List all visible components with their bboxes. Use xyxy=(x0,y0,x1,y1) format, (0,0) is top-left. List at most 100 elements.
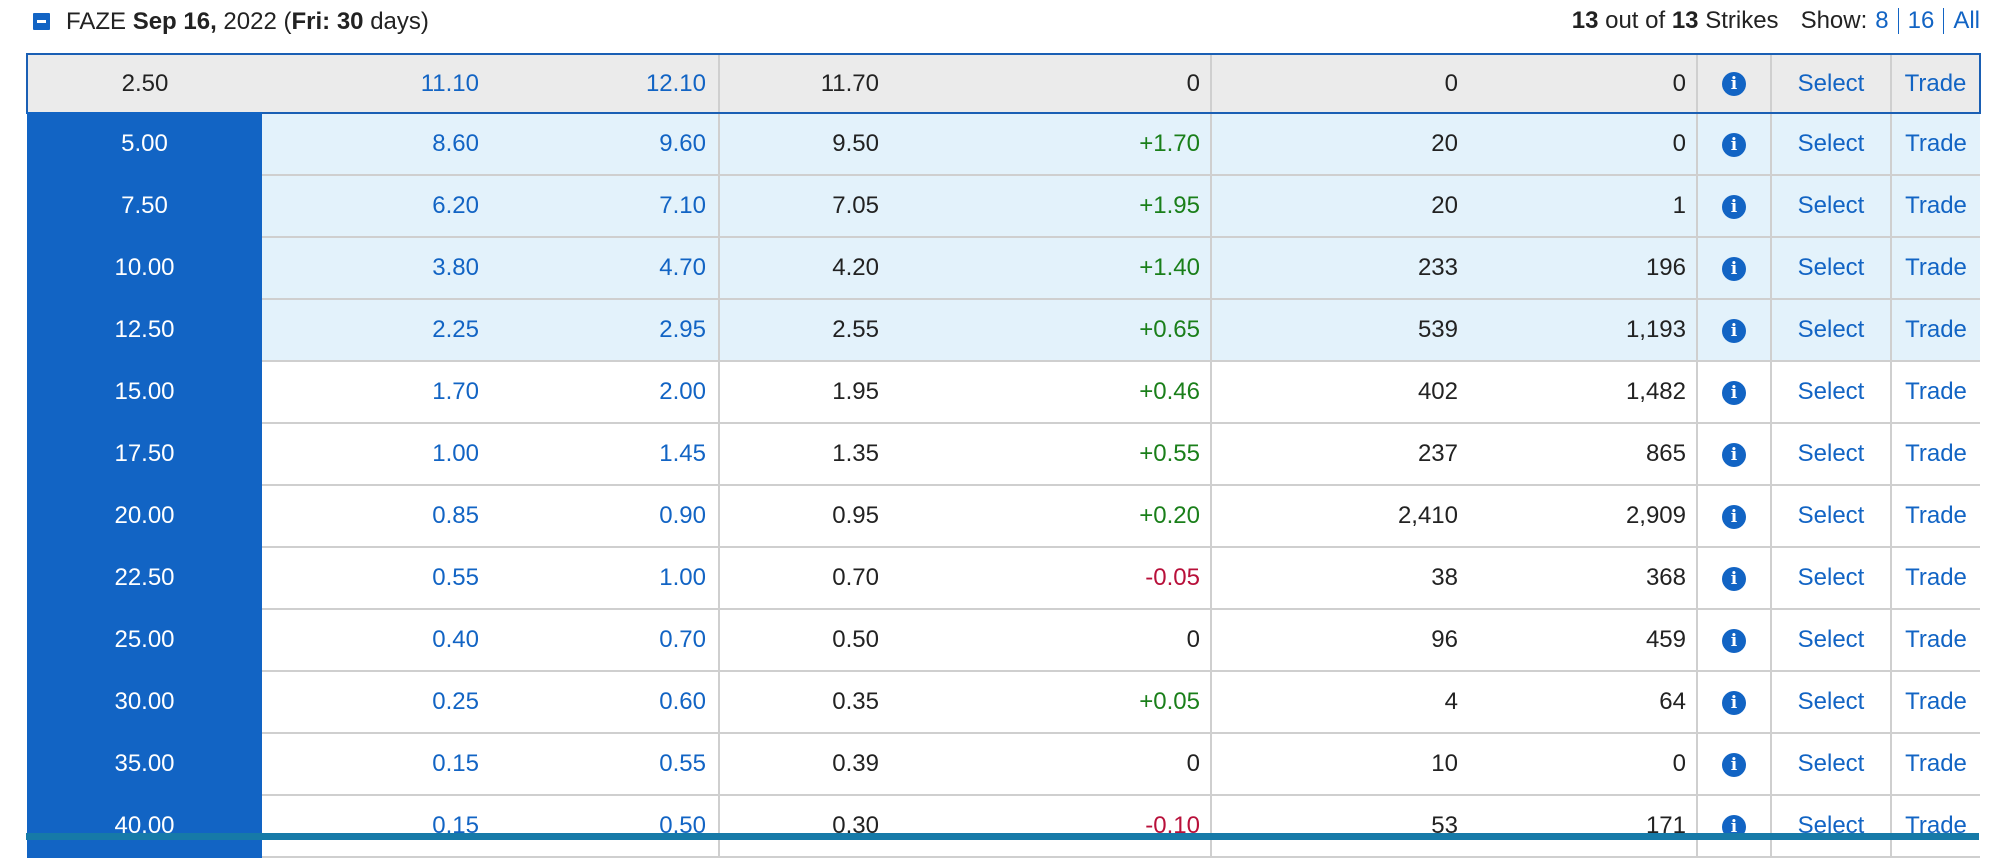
bid-cell[interactable]: 0.85 xyxy=(262,485,491,548)
info-icon[interactable]: i xyxy=(1722,194,1746,219)
option-row[interactable]: 10.00 3.80 4.70 4.20 +1.40 233 196 i Select Trade xyxy=(27,237,1980,300)
option-row[interactable]: 20.00 0.85 0.90 0.95 +0.20 2,410 2,909 i Select T… xyxy=(27,485,1980,548)
trade-cell[interactable]: Trade xyxy=(1890,361,1980,424)
trade-link[interactable]: Trade xyxy=(1905,502,1967,529)
info-cell[interactable]: i xyxy=(1696,795,1771,858)
select-link[interactable]: Select xyxy=(1797,130,1865,157)
bid-cell[interactable]: 2.25 xyxy=(262,299,491,362)
trade-cell[interactable]: Trade xyxy=(1890,237,1980,300)
trade-link[interactable]: Trade xyxy=(1905,316,1967,343)
trade-link[interactable]: Trade xyxy=(1905,130,1967,157)
trade-link[interactable]: Trade xyxy=(1905,750,1967,777)
trade-link[interactable]: Trade xyxy=(1905,254,1967,281)
ask-cell[interactable]: 0.90 xyxy=(491,485,719,548)
info-cell[interactable]: i xyxy=(1696,113,1771,176)
ask-cell[interactable]: 4.70 xyxy=(491,237,719,300)
select-link[interactable]: Select xyxy=(1797,502,1865,529)
trade-cell[interactable]: Trade xyxy=(1890,485,1980,548)
bid-cell[interactable]: 0.40 xyxy=(262,609,491,672)
ask-cell[interactable]: 0.60 xyxy=(491,671,719,734)
trade-link[interactable]: Trade xyxy=(1905,440,1967,467)
select-link[interactable]: Select xyxy=(1797,750,1865,777)
show-8-link[interactable]: 8 xyxy=(1875,7,1889,34)
select-cell[interactable]: Select xyxy=(1770,609,1891,672)
info-cell[interactable]: i xyxy=(1696,547,1771,610)
option-row[interactable]: 12.50 2.25 2.95 2.55 +0.65 539 1,193 i Select Tra… xyxy=(27,299,1980,362)
info-icon[interactable]: i xyxy=(1722,752,1746,777)
bid-cell[interactable]: 3.80 xyxy=(262,237,491,300)
select-link[interactable]: Select xyxy=(1797,626,1865,653)
show-all-link[interactable]: All xyxy=(1943,8,1980,34)
bid-cell[interactable]: 8.60 xyxy=(262,113,491,176)
option-row[interactable]: 40.00 0.15 0.50 0.30 -0.10 53 171 i Select Trade xyxy=(27,795,1980,858)
bid-cell[interactable]: 0.55 xyxy=(262,547,491,610)
select-cell[interactable]: Select xyxy=(1770,733,1891,796)
option-row[interactable]: 15.00 1.70 2.00 1.95 +0.46 402 1,482 i Select Tra… xyxy=(27,361,1980,424)
info-icon[interactable]: i xyxy=(1722,72,1746,97)
trade-cell[interactable]: Trade xyxy=(1890,53,1981,114)
ask-cell[interactable]: 2.95 xyxy=(491,299,719,362)
select-cell[interactable]: Select xyxy=(1770,113,1891,176)
info-cell[interactable]: i xyxy=(1696,423,1771,486)
select-link[interactable]: Select xyxy=(1797,192,1865,219)
info-icon[interactable]: i xyxy=(1722,380,1746,405)
trade-cell[interactable]: Trade xyxy=(1890,423,1980,486)
option-row[interactable]: 7.50 6.20 7.10 7.05 +1.95 20 1 i Select Trade xyxy=(27,175,1980,238)
option-row[interactable]: 5.00 8.60 9.60 9.50 +1.70 20 0 i Select Trade xyxy=(27,113,1980,176)
info-cell[interactable]: i xyxy=(1696,53,1771,114)
ask-cell[interactable]: 9.60 xyxy=(491,113,719,176)
select-cell[interactable]: Select xyxy=(1770,423,1891,486)
select-cell[interactable]: Select xyxy=(1770,547,1891,610)
option-row[interactable]: 25.00 0.40 0.70 0.50 0 96 459 i Select Trade xyxy=(27,609,1980,672)
option-row[interactable]: 17.50 1.00 1.45 1.35 +0.55 237 865 i Select Trade xyxy=(27,423,1980,486)
trade-link[interactable]: Trade xyxy=(1905,378,1967,405)
select-link[interactable]: Select xyxy=(1797,254,1865,281)
ask-cell[interactable]: 0.55 xyxy=(491,733,719,796)
trade-cell[interactable]: Trade xyxy=(1890,609,1980,672)
select-link[interactable]: Select xyxy=(1797,378,1865,405)
ask-cell[interactable]: 12.10 xyxy=(491,53,719,114)
select-cell[interactable]: Select xyxy=(1770,795,1891,858)
select-link[interactable]: Select xyxy=(1797,316,1865,343)
info-icon[interactable]: i xyxy=(1722,566,1746,591)
info-cell[interactable]: i xyxy=(1696,671,1771,734)
info-icon[interactable]: i xyxy=(1722,318,1746,343)
ask-cell[interactable]: 7.10 xyxy=(491,175,719,238)
option-row[interactable]: 35.00 0.15 0.55 0.39 0 10 0 i Select Trade xyxy=(27,733,1980,796)
trade-link[interactable]: Trade xyxy=(1905,626,1967,653)
trade-link[interactable]: Trade xyxy=(1905,192,1967,219)
select-link[interactable]: Select xyxy=(1797,69,1865,97)
trade-link[interactable]: Trade xyxy=(1904,69,1967,97)
info-cell[interactable]: i xyxy=(1696,299,1771,362)
ask-cell[interactable]: 1.45 xyxy=(491,423,719,486)
info-cell[interactable]: i xyxy=(1696,175,1771,238)
bid-cell[interactable]: 6.20 xyxy=(262,175,491,238)
trade-cell[interactable]: Trade xyxy=(1890,671,1980,734)
select-link[interactable]: Select xyxy=(1797,440,1865,467)
bid-cell[interactable]: 1.00 xyxy=(262,423,491,486)
info-icon[interactable]: i xyxy=(1722,628,1746,653)
info-cell[interactable]: i xyxy=(1696,609,1771,672)
select-cell[interactable]: Select xyxy=(1770,237,1891,300)
trade-link[interactable]: Trade xyxy=(1905,564,1967,591)
info-cell[interactable]: i xyxy=(1696,485,1771,548)
info-cell[interactable]: i xyxy=(1696,733,1771,796)
select-cell[interactable]: Select xyxy=(1770,299,1891,362)
bid-cell[interactable]: 1.70 xyxy=(262,361,491,424)
option-row[interactable]: 22.50 0.55 1.00 0.70 -0.05 38 368 i Select Trade xyxy=(27,547,1980,610)
info-icon[interactable]: i xyxy=(1722,504,1746,529)
trade-cell[interactable]: Trade xyxy=(1890,795,1980,858)
trade-link[interactable]: Trade xyxy=(1905,688,1967,715)
select-cell[interactable]: Select xyxy=(1770,671,1891,734)
info-cell[interactable]: i xyxy=(1696,361,1771,424)
trade-cell[interactable]: Trade xyxy=(1890,113,1980,176)
info-icon[interactable]: i xyxy=(1722,442,1746,467)
select-link[interactable]: Select xyxy=(1797,564,1865,591)
bid-cell[interactable]: 11.10 xyxy=(262,53,491,114)
ask-cell[interactable]: 0.70 xyxy=(491,609,719,672)
ask-cell[interactable]: 1.00 xyxy=(491,547,719,610)
trade-cell[interactable]: Trade xyxy=(1890,547,1980,610)
trade-cell[interactable]: Trade xyxy=(1890,299,1980,362)
info-icon[interactable]: i xyxy=(1722,690,1746,715)
select-cell[interactable]: Select xyxy=(1770,175,1891,238)
